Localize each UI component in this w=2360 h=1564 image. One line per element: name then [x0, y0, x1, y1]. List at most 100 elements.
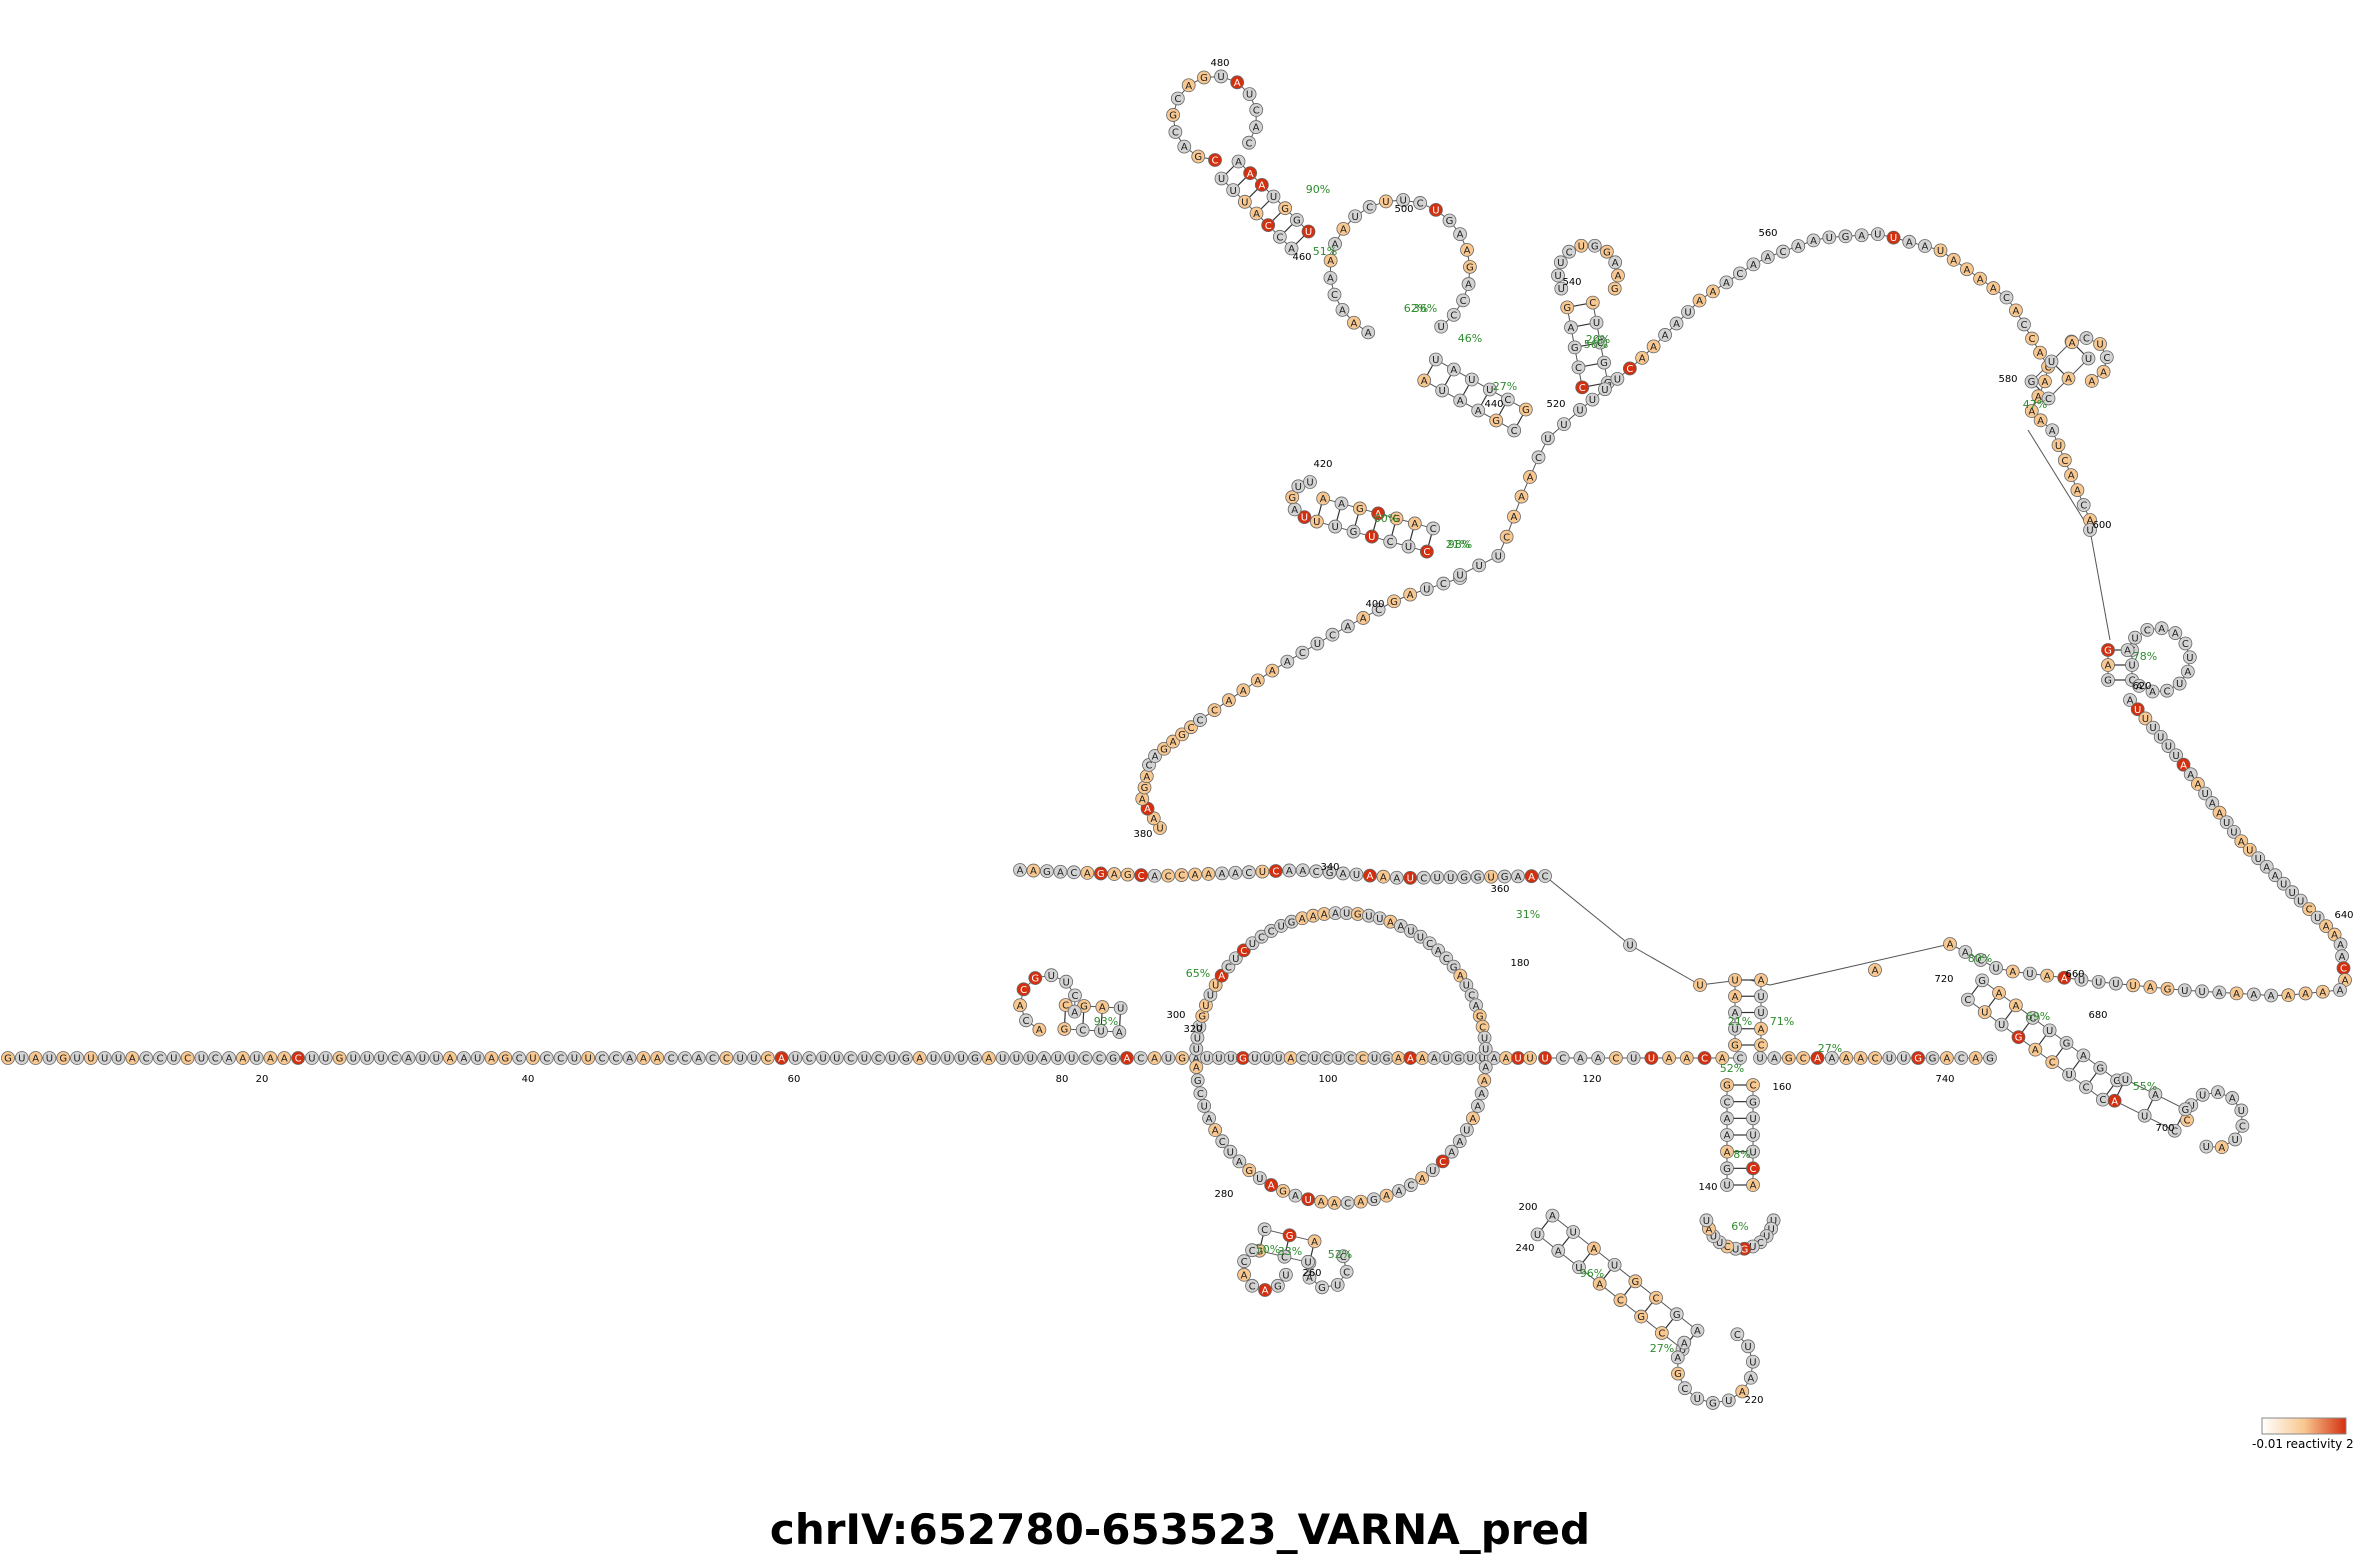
nucleotide-letter: A: [778, 1054, 785, 1065]
nucleotide: A: [2338, 973, 2352, 987]
nucleotide-letter: A: [2065, 374, 2072, 385]
nucleotide-letter: U: [308, 1054, 315, 1065]
nucleotide-letter: A: [2012, 1001, 2019, 1012]
nucleotide-letter: A: [1225, 696, 1232, 707]
nucleotide: C: [1168, 125, 1183, 139]
nucleotide-letter: A: [1383, 1191, 1390, 1202]
nucleotide: U: [1435, 383, 1450, 398]
nucleotide-letter: U: [2280, 879, 2287, 890]
nucleotide: C: [2235, 1118, 2250, 1133]
nucleotide-letter: A: [1457, 971, 1464, 982]
nucleotide: U: [2198, 786, 2213, 801]
nucleotide-letter: A: [1193, 1063, 1200, 1074]
nucleotide: U: [1482, 382, 1497, 397]
nucleotide: A: [1446, 362, 1461, 377]
nucleotide-letter: C: [1559, 1054, 1566, 1065]
nucleotide: C: [1295, 1051, 1310, 1065]
nucleotide: A: [2212, 985, 2227, 1000]
nucleotide: U: [2293, 893, 2308, 908]
nucleotide: A: [2281, 988, 2296, 1003]
base-pair-bond: [1577, 323, 1591, 327]
base-pair-bond: [1391, 524, 1396, 536]
nucleotide: A: [1692, 293, 1707, 308]
base-pair-bond: [1283, 223, 1294, 234]
nucleotide: A: [2076, 1048, 2091, 1063]
position-label: 140: [1698, 1182, 1717, 1193]
nucleotide-letter: A: [1491, 1054, 1498, 1065]
nucleotide: U: [1572, 1260, 1586, 1275]
nucleotide-letter: A: [488, 1054, 495, 1065]
nucleotide: A: [1477, 1073, 1492, 1088]
position-label: 600: [2092, 520, 2111, 531]
nucleotide-letter: G: [1194, 152, 1202, 163]
nucleotide-letter: A: [2105, 661, 2112, 672]
nucleotide: A: [2148, 1087, 2163, 1102]
nucleotide: C: [1575, 380, 1590, 395]
nucleotide: C: [1446, 307, 1461, 322]
base-pair-bond: [2146, 1099, 2154, 1111]
nucleotide: G: [1175, 727, 1189, 742]
nucleotide-letter: C: [1658, 1329, 1665, 1340]
nucleotide: U: [1430, 870, 1445, 885]
nucleotide: A: [2319, 919, 2333, 933]
nucleotide-letter: A: [1419, 1054, 1426, 1065]
nucleotide-letter: U: [1027, 1054, 1034, 1065]
nucleotide: A: [774, 1051, 789, 1065]
position-label: 740: [1935, 1074, 1954, 1085]
nucleotide: G: [1057, 1022, 1072, 1036]
nucleotide-letter: U: [1716, 1238, 1723, 1249]
nucleotide-letter: U: [1526, 1054, 1533, 1065]
nucleotide: A: [1254, 177, 1269, 192]
nucleotide: A: [1946, 252, 1961, 267]
nucleotide-letter: U: [2095, 977, 2102, 988]
nucleotide-letter: U: [1429, 1166, 1436, 1177]
nucleotide-letter: U: [1432, 355, 1439, 366]
nucleotide: G: [1720, 1078, 1734, 1092]
nucleotide-letter: A: [1577, 1054, 1584, 1065]
nucleotide: C: [1960, 992, 1975, 1007]
nucleotide-letter: C: [1460, 296, 1467, 307]
nucleotide-letter: C: [1468, 991, 1475, 1002]
nucleotide: U: [1753, 1051, 1767, 1065]
nucleotide: A: [1307, 1234, 1322, 1249]
nucleotide: A: [636, 1051, 651, 1065]
nucleotide: U: [1484, 869, 1498, 884]
nucleotide: U: [2310, 910, 2325, 925]
nucleotide-letter: A: [1116, 1028, 1123, 1039]
percent-label: 96%: [1580, 1267, 1604, 1280]
nucleotide-letter: C: [1245, 868, 1252, 879]
position-label: 200: [1518, 1202, 1537, 1213]
nucleotide: U: [747, 1051, 761, 1065]
nucleotide-letter: A: [1724, 1147, 1731, 1158]
nucleotide: C: [1954, 1051, 1969, 1065]
nucleotide: A: [2033, 413, 2048, 428]
nucleotide-letter: G: [1169, 111, 1177, 122]
nucleotide: A: [1026, 863, 1041, 878]
nucleotide: C: [1068, 988, 1082, 1003]
nucleotide-letter: C: [1219, 1137, 1226, 1148]
nucleotide-letter: U: [736, 1054, 743, 1065]
nucleotide: A: [1810, 1051, 1825, 1065]
nucleotide: U: [346, 1051, 361, 1065]
nucleotide-letter: A: [2074, 486, 2081, 497]
nucleotide-letter: G: [1731, 1041, 1739, 1052]
nucleotide: U: [1745, 1354, 1760, 1369]
nucleotide-letter: A: [1387, 917, 1394, 928]
nucleotide: A: [1746, 1178, 1760, 1192]
nucleotide-letter: C: [1780, 247, 1787, 258]
nucleotide: C: [1507, 423, 1522, 438]
nucleotide: A: [1107, 867, 1122, 881]
percent-label: 31%: [1516, 908, 1540, 921]
position-label: 700: [2155, 1123, 2174, 1134]
nucleotide: U: [2251, 851, 2266, 866]
nucleotide: A: [2132, 678, 2147, 693]
nucleotide-letter: U: [1063, 977, 1070, 988]
nucleotide-letter: A: [1771, 1054, 1778, 1065]
nucleotide-letter: G: [1446, 216, 1454, 227]
nucleotide-letter: C: [1579, 383, 1586, 394]
nucleotide-letter: C: [1225, 962, 1232, 973]
nucleotide: A: [1146, 811, 1161, 826]
nucleotide: C: [1436, 576, 1451, 591]
nucleotide: C: [1133, 1051, 1148, 1065]
nucleotide: U: [2062, 1067, 2077, 1082]
